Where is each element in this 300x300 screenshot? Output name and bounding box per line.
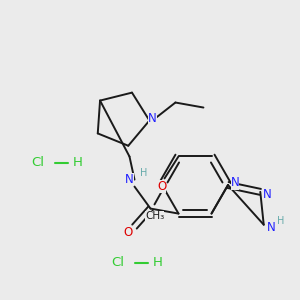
Text: Cl: Cl	[112, 256, 124, 269]
Text: N: N	[263, 188, 272, 201]
Text: N: N	[267, 221, 276, 234]
Text: H: H	[73, 157, 83, 169]
Text: N: N	[148, 112, 157, 125]
Text: O: O	[157, 180, 166, 193]
Text: H: H	[140, 168, 147, 178]
Text: N: N	[231, 176, 239, 190]
Text: N: N	[125, 173, 134, 186]
Text: H: H	[153, 256, 163, 269]
Text: Cl: Cl	[32, 157, 44, 169]
Text: H: H	[277, 216, 284, 226]
Text: CH₃: CH₃	[145, 212, 164, 221]
Text: O: O	[124, 226, 133, 239]
